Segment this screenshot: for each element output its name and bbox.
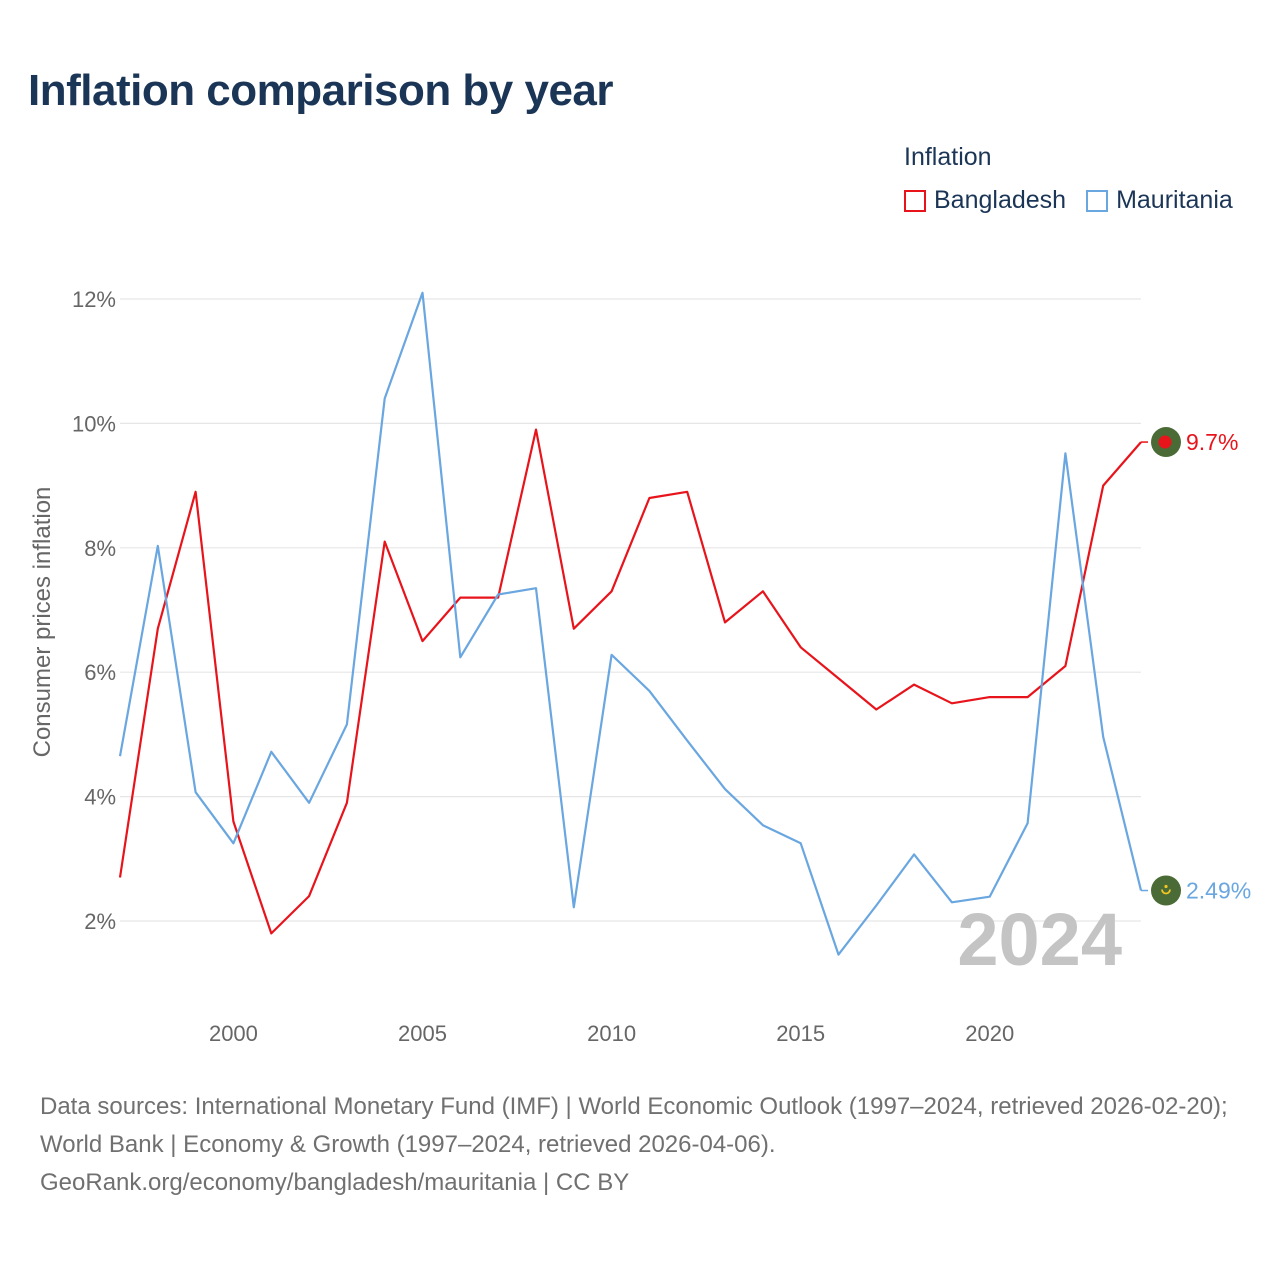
series-end-markers: 9.7% 2.49% bbox=[1141, 427, 1251, 906]
series-lines bbox=[118, 291, 1143, 956]
x-axis-ticks: 2000 2005 2010 2015 2020 bbox=[209, 1021, 1014, 1046]
legend-label-mauritania: Mauritania bbox=[1116, 186, 1233, 214]
data-sources: Data sources: International Monetary Fun… bbox=[40, 1088, 1250, 1202]
y-tick-label: 12% bbox=[72, 287, 116, 312]
y-axis-ticks: 2% 4% 6% 8% 10% 12% bbox=[72, 287, 116, 934]
legend: Inflation Bangladesh Mauritania bbox=[904, 143, 1253, 215]
y-tick-label: 6% bbox=[84, 660, 116, 685]
x-tick-label: 2005 bbox=[398, 1021, 447, 1046]
series-line-mauritania bbox=[118, 291, 1143, 956]
end-value-label-mauritania: 2.49% bbox=[1186, 878, 1251, 904]
flag-star-mauritania bbox=[1164, 884, 1168, 889]
legend-swatch-mauritania bbox=[1086, 189, 1109, 212]
legend-items: Bangladesh Mauritania bbox=[904, 186, 1253, 215]
y-tick-label: 8% bbox=[84, 536, 116, 561]
year-watermark: 2024 bbox=[957, 898, 1122, 981]
flag-disc-bangladesh bbox=[1158, 435, 1172, 449]
x-tick-label: 2020 bbox=[965, 1021, 1014, 1046]
x-tick-label: 2015 bbox=[776, 1021, 825, 1046]
flag-marker-mauritania bbox=[1151, 875, 1181, 906]
legend-item-bangladesh[interactable]: Bangladesh bbox=[904, 186, 1066, 215]
line-chart: 2% 4% 6% 8% 10% 12% 2000 2005 2010 2015 2020 Cons… bbox=[29, 287, 1251, 1046]
y-axis-label: Consumer prices inflation bbox=[29, 487, 56, 758]
sources-text: Data sources: International Monetary Fun… bbox=[40, 1093, 1228, 1158]
y-tick-label: 2% bbox=[84, 909, 116, 934]
series-line-bangladesh bbox=[118, 428, 1142, 935]
flag-crescent-mauritania bbox=[1161, 889, 1171, 895]
x-tick-label: 2010 bbox=[587, 1021, 636, 1046]
chart-title: Inflation comparison by year bbox=[28, 66, 614, 115]
y-tick-label: 4% bbox=[84, 785, 116, 810]
gridlines bbox=[120, 298, 1141, 922]
sources-credit[interactable]: GeoRank.org/economy/bangladesh/mauritani… bbox=[40, 1169, 630, 1196]
legend-title: Inflation bbox=[904, 143, 992, 171]
legend-label-bangladesh: Bangladesh bbox=[934, 186, 1067, 214]
y-tick-label: 10% bbox=[72, 411, 116, 436]
end-value-label-bangladesh: 9.7% bbox=[1186, 429, 1238, 455]
legend-item-mauritania[interactable]: Mauritania bbox=[1086, 186, 1233, 215]
x-tick-label: 2000 bbox=[209, 1021, 258, 1046]
legend-swatch-bangladesh bbox=[904, 189, 926, 212]
